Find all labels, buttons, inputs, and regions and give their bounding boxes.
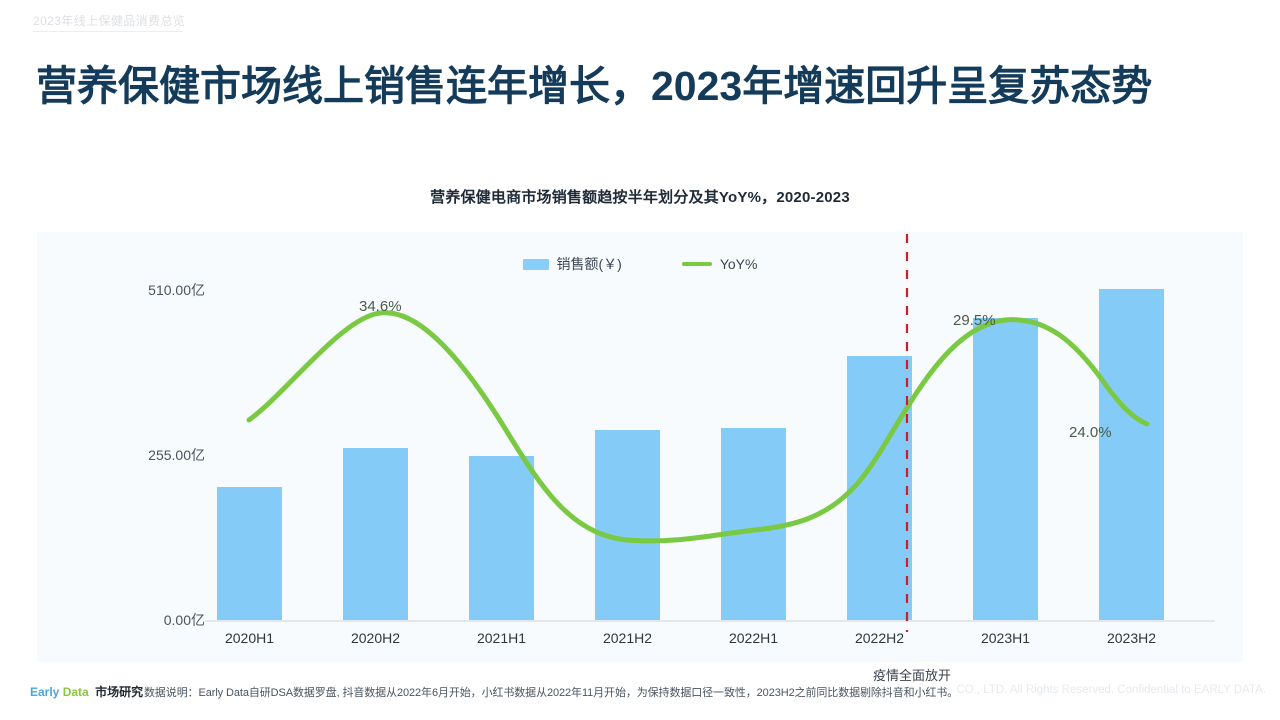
x-axis-tick-2020H2: 2020H2 xyxy=(350,630,401,646)
legend-label-yoy: YoY% xyxy=(719,256,758,272)
page-title: 营养保健市场线上销售连年增长，2023年增速回升呈复苏态势 xyxy=(36,63,1153,109)
bar-2022H2[interactable] xyxy=(847,356,912,620)
eyebrow-divider xyxy=(33,31,183,32)
legend-label-sales: 销售额(￥) xyxy=(556,256,622,272)
x-axis-tick-2023H1: 2023H1 xyxy=(980,630,1031,646)
chart-panel: 销售额(￥) YoY% 510.00亿 255.00亿 0.00亿 xyxy=(37,232,1243,662)
bar-series xyxy=(37,232,1243,662)
x-axis-tick-2020H1: 2020H1 xyxy=(224,630,275,646)
bar-2023H1[interactable] xyxy=(973,318,1038,620)
plot-area: 510.00亿 255.00亿 0.00亿 34.6% 29.5% 24.0% xyxy=(37,232,1243,662)
x-axis-tick-2022H1: 2022H1 xyxy=(728,630,779,646)
bar-2022H1[interactable] xyxy=(721,428,786,620)
x-axis-baseline xyxy=(205,620,1215,622)
legend-item-sales[interactable]: 销售额(￥) xyxy=(522,254,622,274)
legend-item-yoy[interactable]: YoY% xyxy=(681,256,758,272)
y-axis-tick-0: 0.00亿 xyxy=(163,612,205,628)
bar-2021H2[interactable] xyxy=(595,430,660,620)
bar-2021H1[interactable] xyxy=(469,456,534,620)
chart-legend: 销售额(￥) YoY% xyxy=(37,254,1243,274)
bar-2023H2[interactable] xyxy=(1099,289,1164,620)
brand-cn-text: 市场研究 xyxy=(95,685,144,699)
chart-title: 营养保健电商市场销售额趋按半年划分及其YoY%，2020-2023 xyxy=(430,189,850,206)
bar-2020H2[interactable] xyxy=(343,448,408,620)
yoy-label-2023H2: 24.0% xyxy=(1069,424,1112,441)
yoy-label-2020H2: 34.6% xyxy=(359,298,402,315)
yoy-label-2023H1: 29.5% xyxy=(953,312,996,329)
pandemic-divider-label: 疫情全面放开 xyxy=(873,668,952,683)
y-axis-tick-2: 510.00亿 xyxy=(148,282,205,298)
brand-data-text: Data xyxy=(62,685,89,699)
y-axis-tick-1: 255.00亿 xyxy=(148,447,205,463)
x-axis-tick-2022H2: 2022H2 xyxy=(854,630,905,646)
x-axis-tick-2021H1: 2021H1 xyxy=(476,630,527,646)
copyright-watermark: CO., LTD. All Rights Reserved. Confident… xyxy=(956,684,1266,696)
legend-bar-swatch-icon xyxy=(522,258,549,270)
footnote-text: 数据说明：Early Data自研DSA数据罗盘, 抖音数据从2022年6月开始… xyxy=(144,687,959,699)
legend-line-swatch-icon xyxy=(681,262,712,266)
x-axis-tick-2023H2: 2023H2 xyxy=(1106,630,1157,646)
slide-eyebrow: 2023年线上保健品消费总览 xyxy=(33,14,186,28)
slide-footer: Early Data 市场研究 数据说明：Early Data自研DSA数据罗盘… xyxy=(0,683,1280,707)
x-axis-tick-2021H2: 2021H2 xyxy=(602,630,653,646)
brand-early-text: Early xyxy=(30,685,60,699)
brand-logo: Early Data 市场研究 xyxy=(30,683,143,700)
bar-2020H1[interactable] xyxy=(217,487,282,620)
